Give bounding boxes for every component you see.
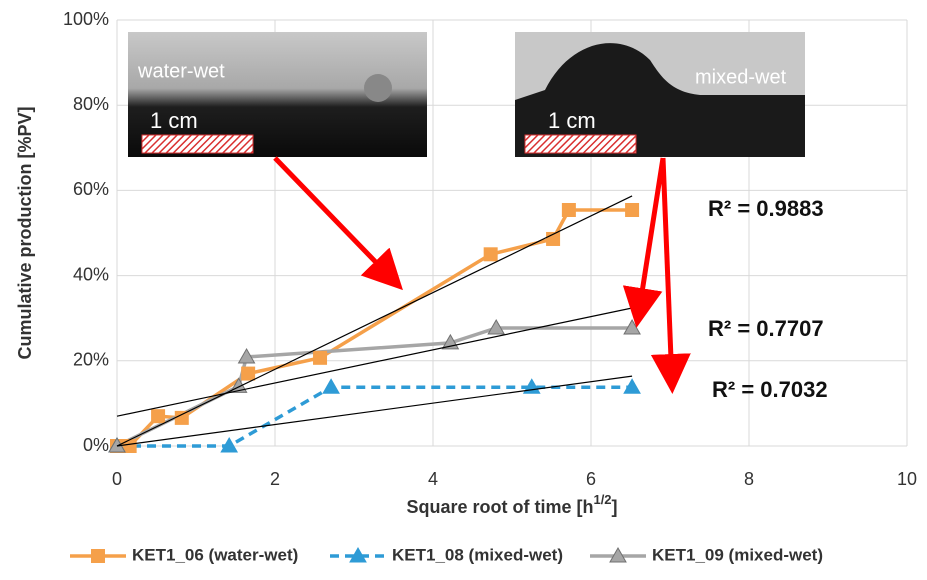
legend: KET1_06 (water-wet) KET1_08 (mixed-wet) KE…: [70, 545, 823, 564]
marker: [220, 436, 239, 453]
x-tick-label: 8: [744, 469, 754, 489]
r2-label: R² = 0.9883: [708, 196, 824, 221]
droplet: [364, 74, 392, 102]
scale-label: 1 cm: [150, 108, 198, 133]
inset-label: water-wet: [137, 60, 225, 82]
inset-label: mixed-wet: [695, 66, 787, 88]
marker: [174, 410, 189, 425]
marker: [237, 347, 256, 364]
arrow: [650, 157, 691, 394]
marker: [122, 439, 137, 453]
y-tick-label: 100%: [63, 9, 109, 29]
scale-bar: [524, 134, 637, 154]
marker: [322, 378, 340, 394]
insets: water-wet 1 cm mixed-wet 1 cm: [128, 32, 805, 157]
scale-label: 1 cm: [548, 108, 596, 133]
marker: [313, 350, 328, 365]
y-tick-label: 80%: [73, 94, 109, 114]
x-tick-label: 4: [428, 469, 438, 489]
marker: [487, 318, 506, 335]
arrows: [273, 156, 691, 394]
marker: [349, 546, 367, 563]
trendline: [116, 195, 633, 447]
marker: [91, 549, 105, 563]
y-axis-title: Cumulative production [%PV]: [15, 106, 35, 359]
legend-label: KET1_08 (mixed-wet): [392, 545, 563, 564]
series-line: [117, 385, 633, 448]
marker: [623, 378, 641, 394]
x-tick-label: 2: [270, 469, 280, 489]
marker: [609, 546, 627, 563]
x-title-sup: 1/2: [593, 492, 611, 507]
y-tick-label: 40%: [73, 264, 109, 284]
trendline: [116, 375, 633, 447]
marker: [483, 247, 498, 262]
marker: [625, 202, 640, 217]
arrow: [273, 156, 403, 291]
marker: [241, 366, 256, 381]
x-axis-title: Square root of time [h1/2]: [406, 492, 617, 516]
r2-label: R² = 0.7707: [708, 316, 824, 341]
x-tick-label: 10: [897, 469, 917, 489]
legend-label: KET1_09 (mixed-wet): [652, 545, 823, 564]
x-tick-label: 0: [112, 469, 122, 489]
y-tick-label: 60%: [73, 179, 109, 199]
inset-shape: [515, 43, 805, 157]
x-title-text: Square root of time [h: [406, 497, 593, 517]
plot: [108, 195, 641, 453]
y-tick-label: 20%: [73, 350, 109, 370]
trendline: [116, 307, 633, 417]
scale-bar: [141, 134, 254, 154]
x-tick-label: 6: [586, 469, 596, 489]
arrow: [622, 157, 666, 328]
marker: [561, 202, 576, 217]
legend-label: KET1_06 (water-wet): [132, 545, 298, 564]
y-tick-label: 0%: [83, 435, 109, 455]
marker: [151, 409, 166, 424]
r2-label: R² = 0.7032: [712, 377, 828, 402]
x-title-suffix: ]: [612, 497, 618, 517]
